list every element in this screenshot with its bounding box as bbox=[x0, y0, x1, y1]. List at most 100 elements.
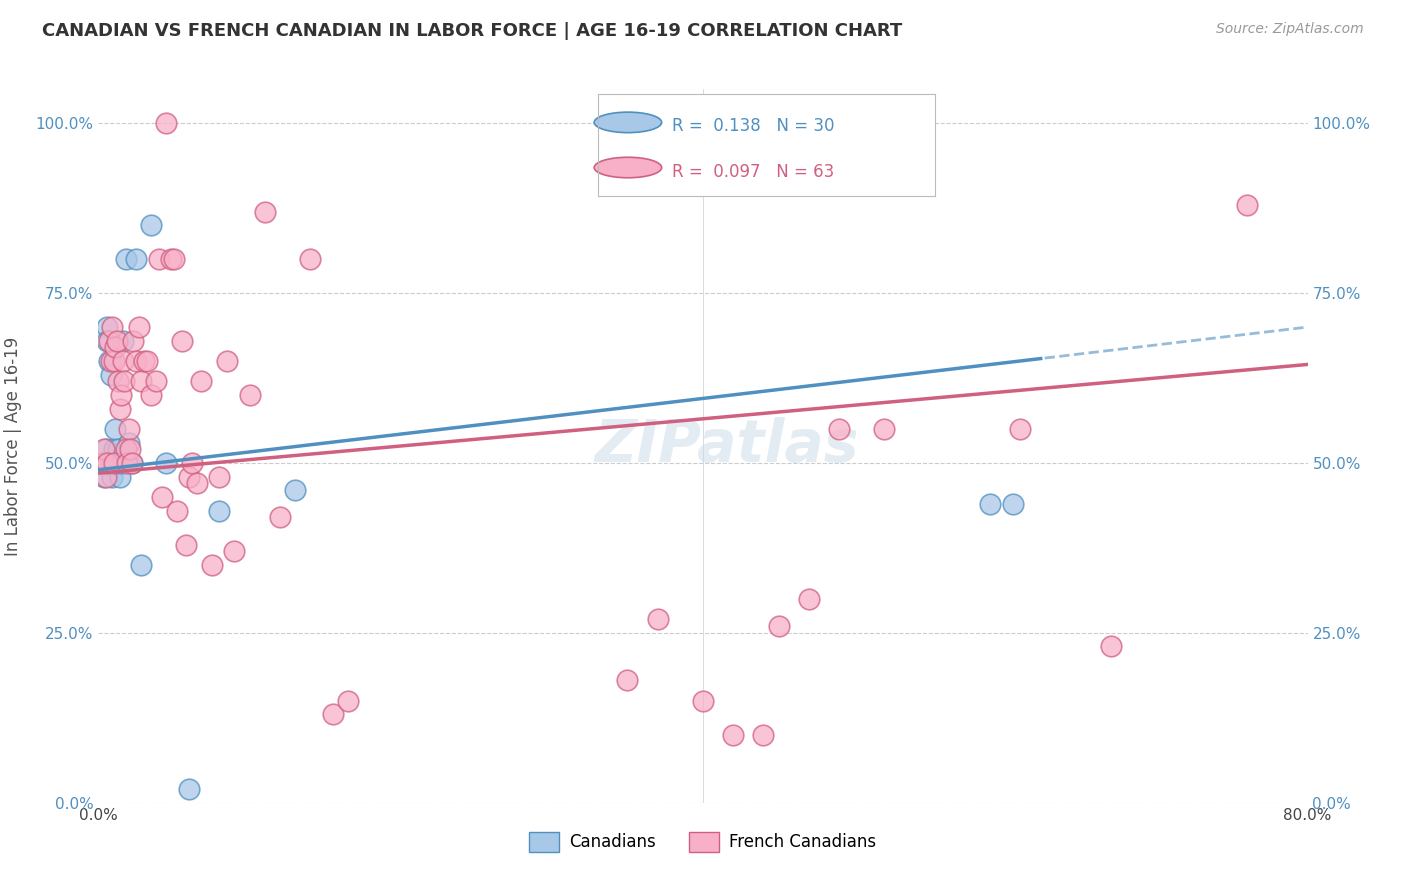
Point bbox=[190, 375, 212, 389]
Point bbox=[141, 388, 163, 402]
Point bbox=[174, 537, 197, 551]
Point bbox=[128, 320, 150, 334]
Point bbox=[91, 456, 114, 470]
Point bbox=[208, 503, 231, 517]
Point bbox=[125, 252, 148, 266]
Point bbox=[96, 456, 118, 470]
Point bbox=[110, 388, 132, 402]
Point bbox=[336, 694, 359, 708]
Point bbox=[1001, 497, 1024, 511]
Point bbox=[121, 456, 143, 470]
Point bbox=[873, 422, 896, 436]
Point bbox=[103, 456, 125, 470]
Point bbox=[108, 401, 131, 416]
Point bbox=[692, 694, 714, 708]
Point bbox=[103, 456, 125, 470]
Point bbox=[111, 354, 134, 368]
Point bbox=[118, 422, 141, 436]
Point bbox=[100, 456, 122, 470]
Point bbox=[141, 218, 163, 232]
Point bbox=[269, 510, 291, 524]
Text: ZIPatlas: ZIPatlas bbox=[595, 417, 859, 475]
Point bbox=[94, 469, 117, 483]
Point bbox=[181, 456, 204, 470]
Point bbox=[93, 469, 115, 483]
Point bbox=[105, 456, 128, 470]
Text: CANADIAN VS FRENCH CANADIAN IN LABOR FORCE | AGE 16-19 CORRELATION CHART: CANADIAN VS FRENCH CANADIAN IN LABOR FOR… bbox=[42, 22, 903, 40]
Point bbox=[96, 334, 118, 348]
Point bbox=[129, 558, 152, 572]
Point bbox=[201, 558, 224, 572]
Point bbox=[166, 503, 188, 517]
Circle shape bbox=[595, 157, 662, 178]
Point bbox=[96, 320, 118, 334]
Point bbox=[170, 334, 193, 348]
Point bbox=[1099, 640, 1122, 654]
Point bbox=[115, 456, 138, 470]
Point bbox=[104, 422, 127, 436]
Point bbox=[94, 442, 117, 457]
Point bbox=[616, 673, 638, 688]
Point bbox=[1236, 198, 1258, 212]
Point bbox=[103, 354, 125, 368]
Point bbox=[150, 490, 173, 504]
Point bbox=[114, 442, 136, 457]
Point bbox=[121, 456, 143, 470]
Point bbox=[90, 456, 112, 470]
Point bbox=[145, 375, 167, 389]
Point bbox=[752, 728, 775, 742]
Point bbox=[101, 456, 124, 470]
Point bbox=[122, 334, 145, 348]
Text: Source: ZipAtlas.com: Source: ZipAtlas.com bbox=[1216, 22, 1364, 37]
Text: R =  0.138   N = 30: R = 0.138 N = 30 bbox=[672, 118, 834, 136]
Text: R =  0.097   N = 63: R = 0.097 N = 63 bbox=[672, 162, 834, 180]
Point bbox=[299, 252, 322, 266]
Point bbox=[1010, 422, 1032, 436]
Point bbox=[98, 334, 121, 348]
Point bbox=[111, 334, 134, 348]
Point bbox=[148, 252, 170, 266]
Point bbox=[98, 354, 121, 368]
Circle shape bbox=[595, 112, 662, 133]
Legend: Canadians, French Canadians: Canadians, French Canadians bbox=[523, 825, 883, 859]
Point bbox=[768, 619, 790, 633]
Point bbox=[723, 728, 745, 742]
Point bbox=[253, 204, 276, 219]
Point bbox=[101, 469, 124, 483]
Y-axis label: In Labor Force | Age 16-19: In Labor Force | Age 16-19 bbox=[4, 336, 21, 556]
Point bbox=[101, 320, 124, 334]
Point bbox=[100, 368, 122, 382]
Point bbox=[100, 354, 122, 368]
Point bbox=[132, 354, 155, 368]
Point bbox=[118, 435, 141, 450]
Point bbox=[112, 375, 135, 389]
Point bbox=[135, 354, 157, 368]
Point bbox=[224, 544, 246, 558]
Point bbox=[215, 354, 238, 368]
Point bbox=[160, 252, 183, 266]
Point bbox=[322, 707, 344, 722]
Point bbox=[155, 456, 177, 470]
Point bbox=[979, 497, 1001, 511]
Point bbox=[284, 483, 307, 498]
Point bbox=[129, 375, 152, 389]
Point bbox=[155, 116, 177, 130]
Point bbox=[179, 782, 201, 797]
Point bbox=[107, 442, 129, 457]
Point bbox=[103, 442, 125, 457]
Point bbox=[108, 469, 131, 483]
Point bbox=[239, 388, 262, 402]
Point bbox=[186, 476, 208, 491]
Point bbox=[114, 252, 136, 266]
Point bbox=[93, 442, 115, 457]
Point bbox=[105, 334, 128, 348]
Point bbox=[208, 469, 231, 483]
Point bbox=[125, 354, 148, 368]
Point bbox=[120, 442, 142, 457]
Point bbox=[107, 375, 129, 389]
Point bbox=[797, 591, 820, 606]
Point bbox=[647, 612, 669, 626]
Point bbox=[828, 422, 851, 436]
Point bbox=[104, 341, 127, 355]
Point bbox=[163, 252, 186, 266]
